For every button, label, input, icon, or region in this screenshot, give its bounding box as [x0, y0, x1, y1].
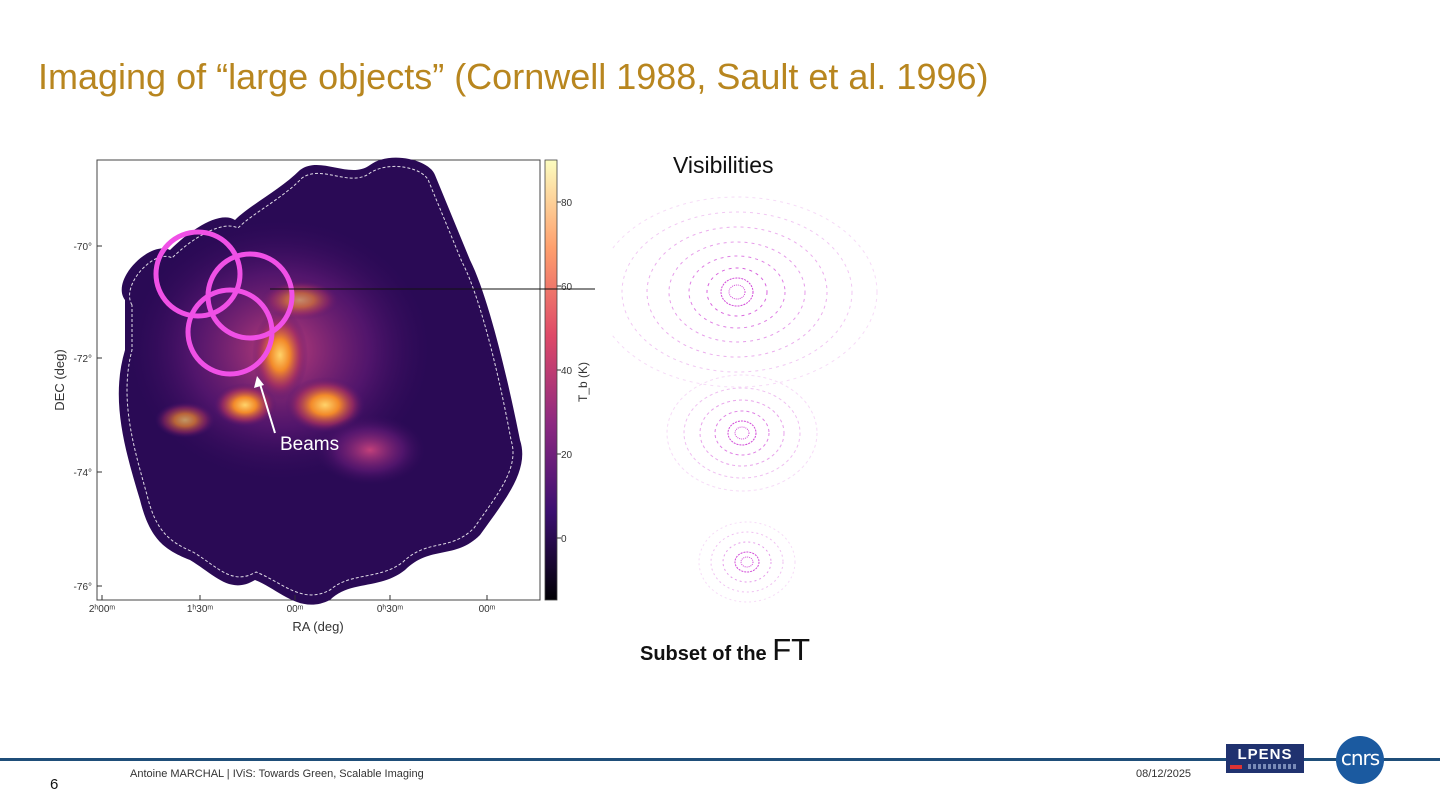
beams-label: Beams [280, 434, 339, 455]
x-axis: 2ʰ00ᵐ 1ʰ30ᵐ 00ᵐ 0ʰ30ᵐ 00ᵐ RA (deg) [89, 595, 496, 634]
uv-plot-small [698, 521, 796, 603]
uv-plot-large [612, 196, 878, 388]
x-tick-label: 2ʰ00ᵐ [89, 604, 116, 615]
footer-divider [0, 758, 1440, 761]
y-axis-label: DEC (deg) [52, 349, 67, 410]
y-axis: -70° -72° -74° -76° DEC (deg) [52, 242, 102, 593]
colorbar: 80 60 40 20 0 T_b (K) [544, 159, 590, 601]
cnrs-logo: cnrs [1336, 736, 1384, 784]
emission-map [118, 157, 523, 605]
x-tick-label: 1ʰ30ᵐ [187, 604, 214, 615]
colorbar-tick: 0 [561, 534, 567, 545]
cnrs-logo-text: cnrs [1340, 746, 1380, 770]
y-tick-label: -76° [74, 582, 92, 593]
y-tick-label: -72° [74, 354, 92, 365]
page-number: 6 [50, 776, 59, 793]
sky-map-figure: -70° -72° -74° -76° DEC (deg) 2ʰ00ᵐ 1ʰ30… [50, 150, 595, 640]
uv-plot-medium [666, 374, 818, 492]
lpens-logo-text: LPENS [1237, 746, 1293, 763]
lpens-logo-mark [1230, 765, 1242, 769]
beam-circle [153, 229, 243, 319]
subset-label: Subset of the FT [640, 632, 810, 668]
visibilities-label: Visibilities [673, 152, 774, 178]
lpens-logo-subtext [1248, 764, 1298, 769]
colorbar-tick: 60 [561, 282, 573, 293]
subset-label-ft: FT [772, 632, 811, 667]
colorbar-label: T_b (K) [576, 362, 590, 402]
colorbar-tick: 20 [561, 450, 573, 461]
beam-circles [153, 229, 295, 377]
colorbar-tick: 80 [561, 198, 573, 209]
y-tick-label: -74° [74, 468, 92, 479]
colorbar-tick: 40 [561, 366, 573, 377]
beam-circle [185, 287, 275, 377]
subset-label-prefix: Subset of the [640, 643, 773, 665]
footer-author: Antoine MARCHAL | IViS: Towards Green, S… [130, 768, 424, 780]
y-tick-label: -70° [74, 242, 92, 253]
pointer-arrow [270, 288, 595, 290]
slide-title: Imaging of “large objects” (Cornwell 198… [38, 56, 989, 97]
footer-date: 08/12/2025 [1136, 768, 1192, 780]
x-tick-label: 0ʰ30ᵐ [377, 604, 404, 615]
visibilities-figure [612, 190, 912, 620]
uv-coverage-svg [612, 196, 878, 603]
beams-arrow [254, 376, 276, 434]
sky-map-svg: -70° -72° -74° -76° DEC (deg) 2ʰ00ᵐ 1ʰ30… [52, 157, 595, 634]
x-tick-label: 00ᵐ [479, 604, 496, 615]
x-axis-label: RA (deg) [292, 619, 343, 634]
lpens-logo: LPENS [1226, 744, 1304, 773]
x-tick-label: 00ᵐ [287, 604, 304, 615]
